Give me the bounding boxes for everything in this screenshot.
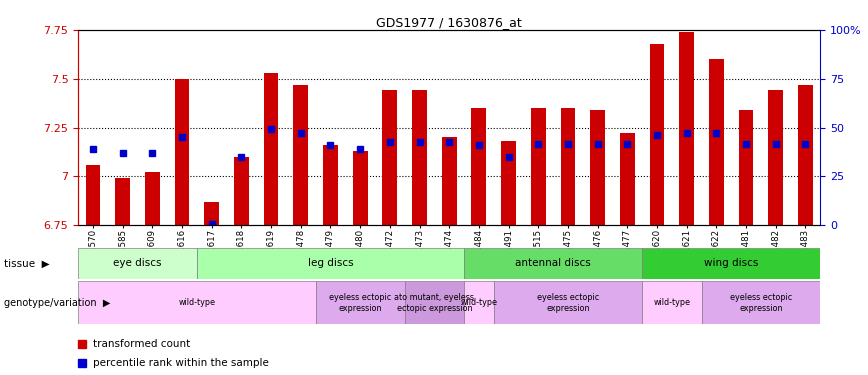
Text: tissue  ▶: tissue ▶	[4, 258, 50, 268]
Text: leg discs: leg discs	[307, 258, 353, 268]
Bar	[471, 108, 486, 225]
Title: GDS1977 / 1630876_at: GDS1977 / 1630876_at	[377, 16, 522, 29]
Bar	[739, 110, 753, 225]
Bar	[442, 137, 457, 225]
Text: percentile rank within the sample: percentile rank within the sample	[93, 358, 269, 368]
Bar	[293, 85, 308, 225]
Bar	[531, 108, 546, 225]
Text: wild-type: wild-type	[654, 298, 690, 307]
Bar	[768, 90, 783, 225]
Bar	[412, 90, 427, 225]
Bar	[86, 165, 101, 225]
Text: wild-type: wild-type	[178, 298, 215, 307]
Bar	[709, 59, 724, 225]
Text: ato mutant, eyeless
ectopic expression: ato mutant, eyeless ectopic expression	[394, 293, 474, 312]
Text: wild-type: wild-type	[460, 298, 497, 307]
Bar	[404, 281, 464, 324]
Bar	[494, 281, 642, 324]
Text: wing discs: wing discs	[704, 258, 759, 268]
Bar	[78, 248, 197, 279]
Bar	[383, 90, 398, 225]
Text: genotype/variation  ▶: genotype/variation ▶	[4, 298, 111, 308]
Bar	[234, 157, 249, 225]
Bar	[501, 141, 516, 225]
Bar	[316, 281, 404, 324]
Text: eye discs: eye discs	[113, 258, 161, 268]
Bar	[264, 73, 279, 225]
Bar	[620, 134, 635, 225]
Bar	[642, 248, 820, 279]
Bar	[145, 172, 160, 225]
Bar	[642, 281, 701, 324]
Bar	[115, 178, 130, 225]
Bar	[701, 281, 820, 324]
Bar	[464, 281, 494, 324]
Bar	[561, 108, 575, 225]
Bar	[649, 44, 664, 225]
Bar	[352, 151, 367, 225]
Text: antennal discs: antennal discs	[516, 258, 591, 268]
Bar	[323, 145, 338, 225]
Bar	[197, 248, 464, 279]
Text: eyeless ectopic
expression: eyeless ectopic expression	[536, 293, 599, 312]
Text: eyeless ectopic
expression: eyeless ectopic expression	[730, 293, 792, 312]
Text: eyeless ectopic
expression: eyeless ectopic expression	[329, 293, 391, 312]
Text: transformed count: transformed count	[93, 339, 191, 349]
Bar	[464, 248, 642, 279]
Bar	[204, 202, 219, 225]
Bar	[590, 110, 605, 225]
Bar	[680, 32, 694, 225]
Bar	[78, 281, 316, 324]
Bar	[798, 85, 812, 225]
Bar	[174, 79, 189, 225]
